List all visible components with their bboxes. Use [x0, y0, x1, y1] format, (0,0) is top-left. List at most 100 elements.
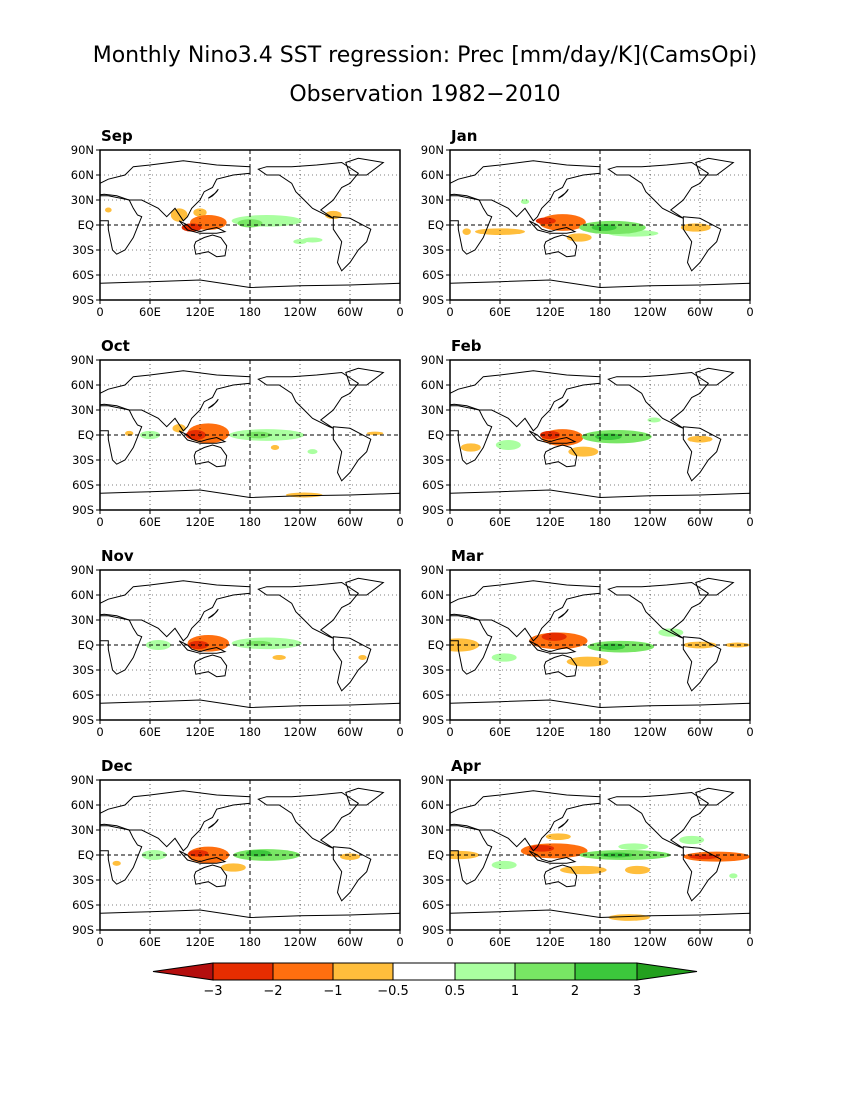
- negative-anomaly: [460, 443, 481, 452]
- coastline: [100, 195, 143, 255]
- coastline: [528, 220, 577, 234]
- negative-anomaly: [272, 655, 286, 660]
- x-tick-label: 120E: [185, 515, 214, 529]
- negative-anomaly: [270, 445, 280, 450]
- y-tick-label: 60S: [422, 688, 444, 702]
- y-tick-label: 90N: [71, 773, 94, 787]
- colorbar-label: 1: [511, 984, 519, 999]
- coastline: [450, 405, 493, 465]
- negative-anomaly: [541, 632, 567, 641]
- x-tick-label: 0: [746, 725, 753, 739]
- coastline: [345, 367, 385, 386]
- colorbar-swatch: [514, 962, 576, 981]
- map-area: [450, 780, 750, 930]
- coastline: [345, 577, 385, 596]
- map-area: [100, 570, 400, 720]
- panel-title: Nov: [101, 547, 134, 565]
- negative-anomaly: [220, 863, 246, 872]
- colorbar-swatch: [212, 962, 274, 981]
- colorbar-swatch: [392, 962, 456, 981]
- coastline: [450, 160, 601, 222]
- panel-title: Sep: [101, 127, 133, 145]
- coastline: [528, 430, 577, 444]
- coastline: [607, 581, 710, 639]
- x-tick-label: 120E: [185, 935, 214, 949]
- y-tick-label: 60S: [72, 478, 94, 492]
- x-tick-label: 60E: [489, 515, 511, 529]
- y-tick-label: EQ: [78, 638, 94, 652]
- x-tick-label: 60W: [337, 515, 363, 529]
- y-tick-label: 90S: [72, 713, 94, 727]
- x-tick-label: 180: [239, 515, 261, 529]
- positive-anomaly: [618, 843, 649, 851]
- x-tick-label: 60E: [139, 305, 161, 319]
- y-tick-label: 60N: [421, 588, 444, 602]
- negative-anomaly: [462, 228, 471, 236]
- x-tick-label: 60E: [489, 935, 511, 949]
- y-tick-label: 90N: [421, 773, 444, 787]
- y-tick-label: EQ: [428, 218, 444, 232]
- x-tick-label: 180: [589, 515, 611, 529]
- y-tick-label: 60N: [71, 168, 94, 182]
- coastline: [100, 279, 400, 300]
- x-tick-label: 60W: [687, 725, 713, 739]
- y-tick-label: 60S: [422, 898, 444, 912]
- negative-anomaly: [358, 655, 367, 660]
- negative-anomaly: [285, 492, 323, 498]
- y-tick-label: 60N: [421, 378, 444, 392]
- coastline: [607, 791, 710, 849]
- coastline: [345, 787, 385, 806]
- y-tick-label: 60S: [72, 898, 94, 912]
- coastline: [345, 157, 385, 176]
- map-area: [100, 780, 400, 930]
- positive-anomaly: [729, 873, 738, 879]
- coastline: [257, 581, 360, 639]
- y-tick-label: 90N: [71, 563, 94, 577]
- y-tick-label: 60N: [71, 588, 94, 602]
- y-tick-label: 30S: [72, 663, 94, 677]
- x-tick-label: 120W: [283, 305, 316, 319]
- coastline: [100, 160, 251, 222]
- y-tick-label: 90N: [421, 563, 444, 577]
- coastline: [450, 489, 750, 510]
- x-tick-label: 0: [446, 725, 453, 739]
- y-tick-label: 60N: [71, 798, 94, 812]
- y-tick-label: EQ: [428, 848, 444, 862]
- coastline: [557, 398, 569, 409]
- x-tick-label: 60E: [489, 305, 511, 319]
- x-tick-label: 120E: [535, 305, 564, 319]
- map-area: [100, 360, 400, 510]
- positive-anomaly: [591, 224, 617, 231]
- colorbar-label: −2: [263, 984, 282, 999]
- panel-title: Oct: [101, 337, 130, 355]
- chart-title: Monthly Nino3.4 SST regression: Prec [mm…: [93, 43, 758, 68]
- coastline: [607, 161, 710, 219]
- colorbar-label: −1: [323, 984, 342, 999]
- positive-anomaly: [307, 449, 318, 455]
- colorbar-label: 2: [571, 984, 579, 999]
- y-tick-label: 30S: [72, 453, 94, 467]
- coastline: [178, 850, 227, 864]
- colorbar-label: 0.5: [445, 984, 466, 999]
- map-area: [450, 150, 750, 300]
- coastline: [257, 791, 360, 849]
- y-tick-label: EQ: [78, 848, 94, 862]
- x-tick-label: 60E: [489, 725, 511, 739]
- positive-anomaly: [293, 239, 307, 245]
- coastline: [607, 371, 710, 429]
- y-tick-label: 30N: [421, 193, 444, 207]
- x-tick-label: 60E: [139, 515, 161, 529]
- x-tick-label: 60W: [337, 725, 363, 739]
- colorbar-swatch: [574, 962, 638, 981]
- negative-anomaly: [687, 435, 713, 443]
- colorbar-label: 3: [633, 984, 641, 999]
- coastline: [100, 699, 400, 720]
- x-tick-label: 120E: [535, 515, 564, 529]
- negative-anomaly: [683, 641, 717, 649]
- y-tick-label: 60S: [72, 688, 94, 702]
- coastline: [695, 157, 735, 176]
- negative-anomaly: [188, 850, 209, 857]
- x-tick-label: 0: [746, 935, 753, 949]
- x-tick-label: 60W: [337, 935, 363, 949]
